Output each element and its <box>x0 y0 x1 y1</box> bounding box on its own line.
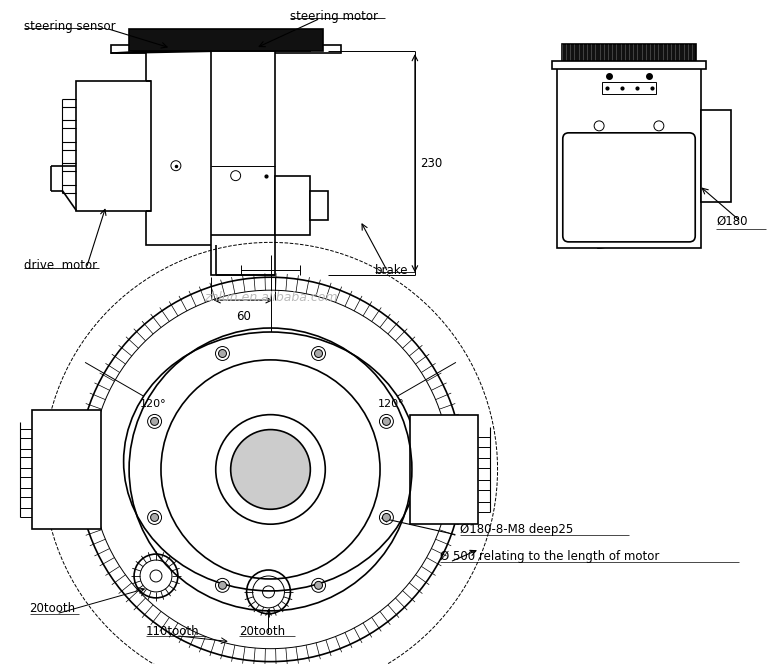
Bar <box>562 44 696 64</box>
Bar <box>410 415 478 524</box>
Circle shape <box>315 350 323 358</box>
Text: steering sensor: steering sensor <box>23 20 115 33</box>
Bar <box>146 51 216 245</box>
Circle shape <box>151 418 159 426</box>
Bar <box>701 110 731 201</box>
Text: zhlun.en.alibaba.com: zhlun.en.alibaba.com <box>204 291 337 304</box>
Text: Ø 500 relating to the length of motor: Ø 500 relating to the length of motor <box>440 549 659 563</box>
Text: 230: 230 <box>420 157 442 170</box>
Bar <box>310 191 328 221</box>
Ellipse shape <box>123 332 417 591</box>
Text: 120°: 120° <box>378 399 405 409</box>
Text: Ø180-8-M8 deep25: Ø180-8-M8 deep25 <box>460 523 573 536</box>
Bar <box>211 51 276 275</box>
Bar <box>129 29 323 51</box>
Circle shape <box>219 350 226 358</box>
Text: 110tooth: 110tooth <box>146 625 200 638</box>
Text: Ø180: Ø180 <box>716 215 747 228</box>
Circle shape <box>315 581 323 589</box>
Bar <box>111 45 341 53</box>
Text: drive  motor: drive motor <box>23 259 97 272</box>
Circle shape <box>383 513 390 521</box>
Text: 120°: 120° <box>140 399 166 409</box>
Bar <box>601 82 656 94</box>
Text: steering motor: steering motor <box>291 10 379 23</box>
Text: 60: 60 <box>236 310 251 323</box>
Text: 20tooth: 20tooth <box>30 602 76 615</box>
Bar <box>557 64 701 248</box>
Text: 20tooth: 20tooth <box>239 625 285 638</box>
Bar <box>77 81 151 211</box>
FancyBboxPatch shape <box>563 133 695 242</box>
Circle shape <box>383 418 390 426</box>
Bar <box>31 410 102 529</box>
Circle shape <box>151 513 159 521</box>
Bar <box>276 176 310 235</box>
Text: brake: brake <box>375 264 408 277</box>
Circle shape <box>219 581 226 589</box>
Bar <box>552 61 706 68</box>
Circle shape <box>230 430 310 509</box>
